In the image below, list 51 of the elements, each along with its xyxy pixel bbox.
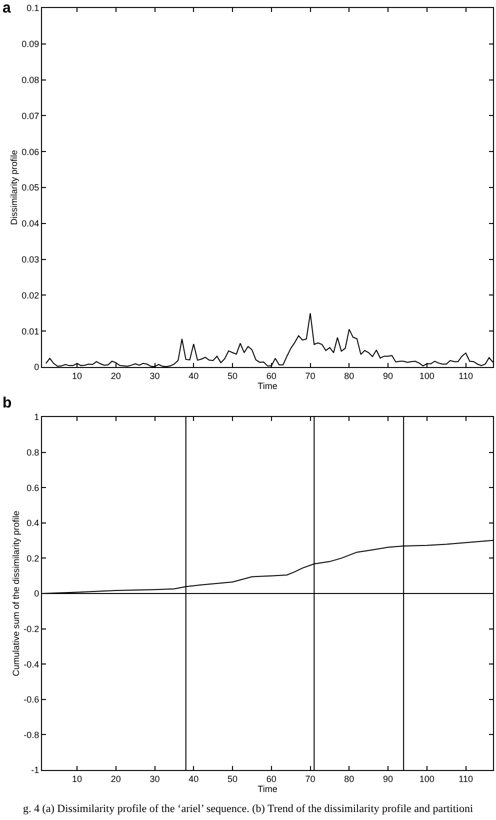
x-tick-label: 20 [110, 370, 121, 381]
x-tick-label: 60 [266, 774, 276, 784]
x-tick-label: 30 [150, 774, 160, 784]
chart-title: a [2, 0, 12, 16]
x-tick-label: 100 [419, 370, 434, 381]
y-tick-label: 0.6 [26, 482, 40, 493]
y-tick-label: 0.01 [22, 326, 40, 336]
y-tick-label: 0 [34, 362, 40, 372]
y-axis-title: Cumulative sum of the dissimilarity profile [11, 510, 22, 676]
x-axis-title: Time [258, 380, 278, 391]
y-tick-label: 0 [34, 588, 40, 599]
x-tick-label: 70 [305, 370, 316, 381]
x-tick-label: 10 [72, 774, 82, 784]
x-tick-label: 70 [305, 774, 316, 784]
x-tick-label: 90 [383, 370, 394, 381]
text: g. 4 (a) Dissimilarity profile of the ‘ariel’ sequence. (b) Trend of the dissimilarity profile and partitioni [22, 802, 474, 817]
x-tick-label: 20 [110, 774, 121, 784]
y-axis-title: Dissimilarity profile [9, 150, 20, 226]
y-tick-label: 0.02 [22, 290, 40, 300]
y-tick-label: 0.04 [22, 218, 40, 229]
y-tick-label: 0.4 [26, 518, 40, 528]
y-tick-label: -0.6 [24, 694, 40, 705]
y-tick-label: -1 [31, 765, 40, 776]
y-tick-label: 0.08 [22, 74, 40, 85]
y-tick-label: 0.8 [26, 447, 40, 458]
y-tick-label: 0.03 [22, 254, 40, 264]
x-tick-label: 40 [188, 774, 199, 784]
x-tick-label: 110 [458, 370, 473, 381]
y-tick-label: 1 [34, 412, 40, 422]
chart-title: b [2, 394, 12, 412]
x-tick-label: 50 [228, 370, 238, 381]
x-tick-label: 50 [228, 774, 238, 784]
y-tick-label: -0.8 [24, 730, 40, 740]
x-tick-label: 90 [383, 774, 394, 784]
y-tick-label: 0.1 [26, 3, 40, 14]
x-tick-label: 10 [72, 370, 82, 381]
y-tick-label: 0.07 [22, 110, 40, 121]
x-tick-label: 30 [150, 370, 160, 381]
y-tick-label: -0.2 [24, 624, 40, 634]
y-tick-label: -0.4 [24, 659, 40, 670]
x-tick-label: 80 [344, 370, 354, 381]
x-tick-label: 110 [458, 774, 473, 784]
x-axis-title: Time [258, 784, 278, 794]
x-tick-label: 60 [266, 370, 276, 381]
x-tick-label: 40 [188, 370, 199, 381]
y-tick-label: 0.2 [26, 553, 40, 564]
y-tick-label: 0.09 [22, 39, 40, 50]
y-tick-label: 0.05 [22, 182, 40, 193]
x-tick-label: 100 [419, 774, 434, 784]
x-tick-label: 80 [344, 774, 354, 784]
y-tick-label: 0.06 [22, 146, 40, 157]
